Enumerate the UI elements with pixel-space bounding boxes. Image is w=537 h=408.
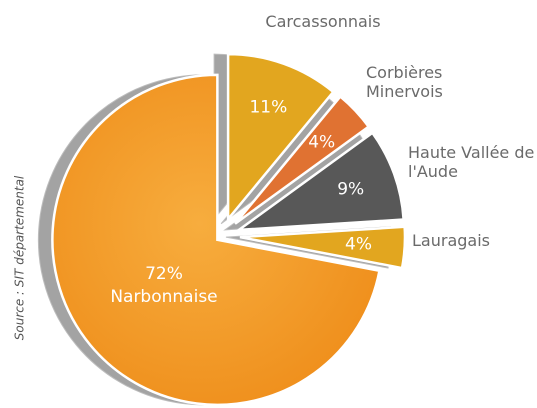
category-label: Haute Vallée de l'Aude [408,143,535,181]
slice [226,52,336,223]
slice [51,73,381,407]
value-label: 4% [308,132,335,152]
value-label: 11% [249,97,287,117]
source-note: Source : SIT départemental [13,175,27,340]
category-label: Corbières Minervois [366,63,443,101]
slice-name: Narbonnaise [110,287,217,307]
value-label: 72% [145,264,183,284]
value-label: 4% [345,235,372,255]
slice [234,131,405,232]
slice [239,225,407,270]
category-label: Carcassonnais [265,12,381,31]
value-label: 9% [337,180,364,200]
category-label: Lauragais [412,231,490,250]
slice [234,94,371,225]
